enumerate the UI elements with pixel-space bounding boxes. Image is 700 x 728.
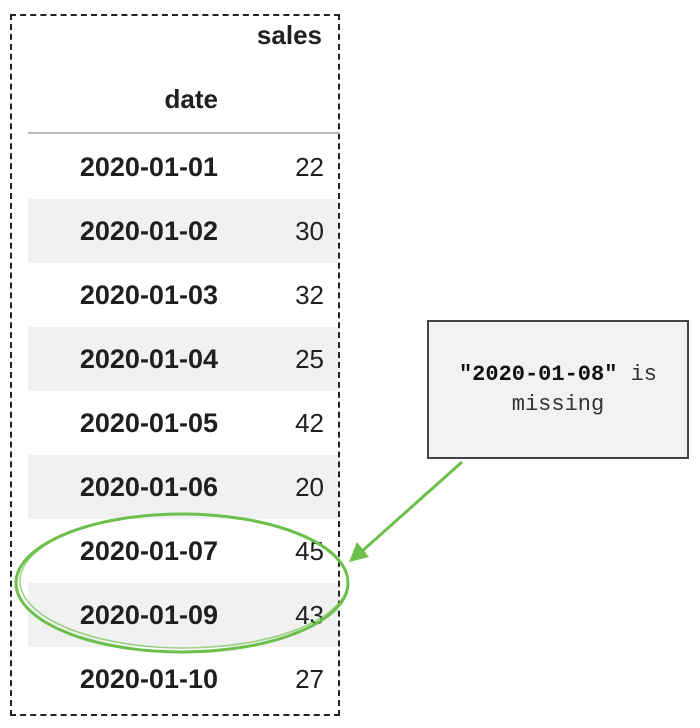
table-row: 2020-01-01 22	[28, 135, 338, 199]
missing-date-text: "2020-01-08"	[458, 361, 618, 387]
row-sales: 22	[295, 152, 324, 182]
row-sales: 43	[295, 600, 324, 630]
row-sales: 27	[295, 664, 324, 694]
row-date: 2020-01-01	[79, 152, 218, 182]
row-date: 2020-01-04	[79, 344, 218, 374]
gap-highlight-ellipse-sketch	[19, 513, 349, 649]
index-header-date: date	[164, 84, 218, 114]
row-sales: 45	[295, 536, 324, 566]
column-header-sales: sales	[256, 20, 322, 50]
row-date: 2020-01-02	[79, 216, 218, 246]
row-date: 2020-01-09	[79, 600, 218, 630]
callout-arrowhead	[349, 542, 369, 562]
row-date: 2020-01-10	[79, 664, 218, 694]
table-row: 2020-01-02 30	[28, 199, 338, 263]
table-row: 2020-01-03 32	[28, 263, 338, 327]
row-date: 2020-01-07	[79, 536, 218, 566]
row-sales: 32	[295, 280, 324, 310]
row-date: 2020-01-06	[79, 472, 218, 502]
table-row: 2020-01-05 42	[28, 391, 338, 455]
header-divider	[28, 132, 340, 134]
row-date: 2020-01-03	[79, 280, 218, 310]
table-row: 2020-01-06 20	[28, 455, 338, 519]
table-row: 2020-01-04 25	[28, 327, 338, 391]
row-sales: 25	[295, 344, 324, 374]
missing-date-callout: "2020-01-08" is missing	[427, 320, 689, 459]
callout-line-1: "2020-01-08" is	[459, 360, 657, 390]
row-sales: 42	[295, 408, 324, 438]
callout-line-2: missing	[511, 391, 605, 417]
callout-arrow-line	[359, 460, 463, 555]
row-sales: 20	[295, 472, 324, 502]
row-sales: 30	[295, 216, 324, 246]
row-date: 2020-01-05	[79, 408, 218, 438]
table-row: 2020-01-10 27	[28, 647, 338, 711]
table-row: 2020-01-07 45	[28, 519, 338, 583]
table-frame	[10, 14, 340, 716]
callout-is-text: is	[617, 361, 658, 387]
